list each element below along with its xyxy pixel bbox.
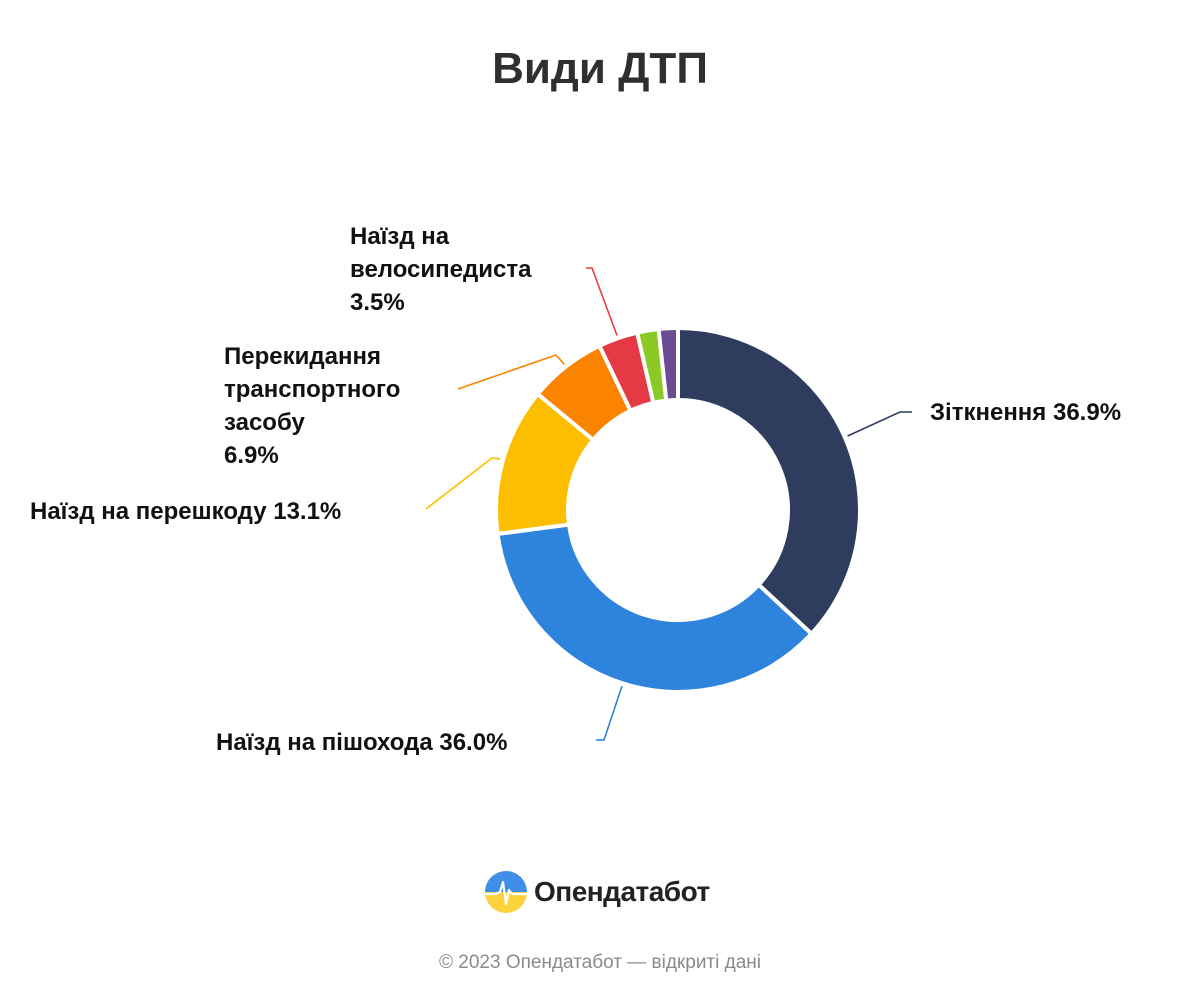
label-overturn: Перекидання транспортного засобу 6.9%: [224, 340, 464, 472]
brand-name: Опендатабот: [534, 876, 710, 907]
label-collision-value: 36.9%: [1052, 399, 1122, 426]
chart-title: Види ДТП: [492, 44, 708, 93]
label-obstacle-name: Наїзд на перешкоду: [30, 498, 267, 525]
label-overturn-value: 6.9%: [224, 442, 279, 469]
label-obstacle-value: 13.1%: [273, 498, 342, 525]
slice-other-purple: [656, 326, 680, 403]
brand: Опендатабот: [484, 868, 710, 916]
slice-collision: [676, 326, 862, 636]
slice-pedestrian: [495, 522, 814, 694]
leader-line-overturn: [457, 354, 565, 390]
label-collision-name: Зіткнення: [930, 399, 1047, 426]
leader-line-pedestrian: [596, 686, 623, 741]
leader-line-cyclist: [586, 267, 618, 336]
label-cyclist: Наїзд на велосипедиста 3.5%: [350, 220, 575, 319]
footer-copyright: © 2023 Опендатабот — відкриті дані: [439, 952, 761, 973]
label-pedestrian-name: Наїзд на пішохода: [216, 729, 433, 756]
opendatabot-logo-icon: [485, 871, 527, 913]
label-cyclist-name: Наїзд на велосипедиста: [350, 223, 532, 283]
label-cyclist-value: 3.5%: [350, 289, 405, 316]
label-obstacle: Наїзд на перешкоду 13.1%: [30, 495, 341, 528]
leader-line-collision: [847, 411, 912, 437]
label-pedestrian-value: 36.0%: [439, 729, 508, 756]
leader-line-obstacle: [425, 457, 501, 510]
label-overturn-name: Перекидання транспортного засобу: [224, 343, 401, 436]
label-pedestrian: Наїзд на пішохода 36.0%: [216, 726, 507, 759]
label-collision: Зіткнення 36.9%: [930, 396, 1121, 429]
